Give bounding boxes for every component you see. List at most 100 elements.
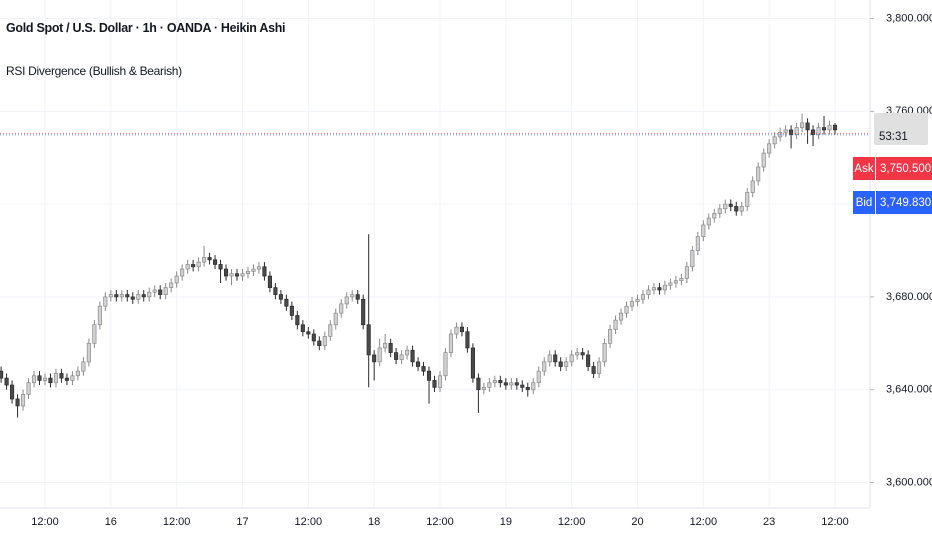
candle-body [388,342,393,353]
candle-body [202,257,207,263]
candle-body [646,289,651,295]
candle-body [832,124,838,131]
ask-name-box [853,157,875,180]
candle-body [229,273,234,277]
candle-body [553,354,558,363]
candle-body [800,122,805,128]
ask-value: 3,750.500 [880,163,931,175]
candle-body [284,298,289,307]
candle-body [306,331,311,335]
candle-body [520,384,525,388]
candle-body [437,375,443,388]
candle-body [147,291,152,298]
candle-body [701,224,706,237]
candle-body [180,268,185,277]
candle-body [350,294,355,298]
candle-body [767,143,772,154]
candle-body [816,127,821,135]
bid-name-box [853,191,875,214]
candle-body [706,217,711,226]
candle-body [394,352,399,360]
grid: 3,600.0003,640.0003,680.0003,720.0003,76… [0,0,932,528]
candle-body [761,152,766,168]
candle-body [20,393,26,407]
candle-body [415,361,421,367]
x-tick-label: 12:00 [163,516,191,528]
candle-body [591,366,596,374]
candle-body [492,380,497,384]
bid-value-box [876,191,932,214]
candle-body [355,294,360,300]
candle-body [361,298,366,326]
candle-body [70,375,75,381]
candle-body [328,324,333,337]
candle-body [86,342,91,363]
candle-body [108,294,113,298]
candle-body [196,261,201,268]
chart-title: Gold Spot / U.S. Dollar · 1h · OANDA · H… [6,21,285,35]
candle-body [525,387,530,391]
candle-body [426,370,432,381]
indicator-name: RSI Divergence (Bullish & Bearish) [6,64,182,78]
candle-body [158,289,163,295]
candle-body [695,236,700,251]
candle-body [597,361,602,374]
candle-body [580,352,585,356]
x-tick-label: 12:00 [31,516,59,528]
candle-body [26,382,31,395]
candle-body [64,377,69,381]
candle-body [163,287,168,295]
candle-body [684,266,689,279]
candle-body [169,282,174,288]
candle-body [289,305,294,316]
y-tick-label: 3,680.000 [886,291,932,303]
candle-body [141,294,146,298]
ask-name: Ask [854,163,873,175]
candle-body [119,294,124,298]
candle-body [465,331,470,349]
candle-body [405,349,410,356]
candle-body [487,382,492,388]
candle-body [454,326,459,335]
candle-body [103,296,108,307]
x-tick-label: 20 [631,516,643,528]
bid-name: Bid [856,197,873,209]
candle-body [383,342,388,349]
candle-body [92,324,97,344]
candle-body [136,294,141,300]
candle-body [339,303,344,314]
candle-body [690,250,695,268]
candle-body [805,122,810,131]
candle-body [536,370,541,384]
candle-body [470,347,475,379]
candle-body [399,354,404,360]
candle-body [503,382,508,386]
candle-body [317,340,322,346]
candle-body [207,257,212,261]
candle-body [459,326,464,333]
candle-body [218,264,223,270]
candle-body [48,377,53,384]
candle-body [311,333,316,342]
candle-body [31,375,37,384]
candle-body [717,208,722,214]
candle-body [783,129,788,133]
candle-body [213,259,218,265]
candle-body [295,315,300,326]
candle-body [514,382,519,386]
x-tick-label: 12:00 [690,516,718,528]
candle-body [734,206,739,212]
bid-value: 3,749.830 [880,197,931,209]
candle-body [333,312,338,326]
candle-body [410,349,415,363]
candle-body [498,380,503,384]
x-tick-label: 18 [368,516,380,528]
candles [0,113,838,418]
candle-body [81,361,86,372]
candle-body [245,271,251,275]
candle-body [624,305,629,314]
countdown: 53:31 [879,131,908,143]
candle-body [668,282,673,286]
candle-body [673,280,678,284]
